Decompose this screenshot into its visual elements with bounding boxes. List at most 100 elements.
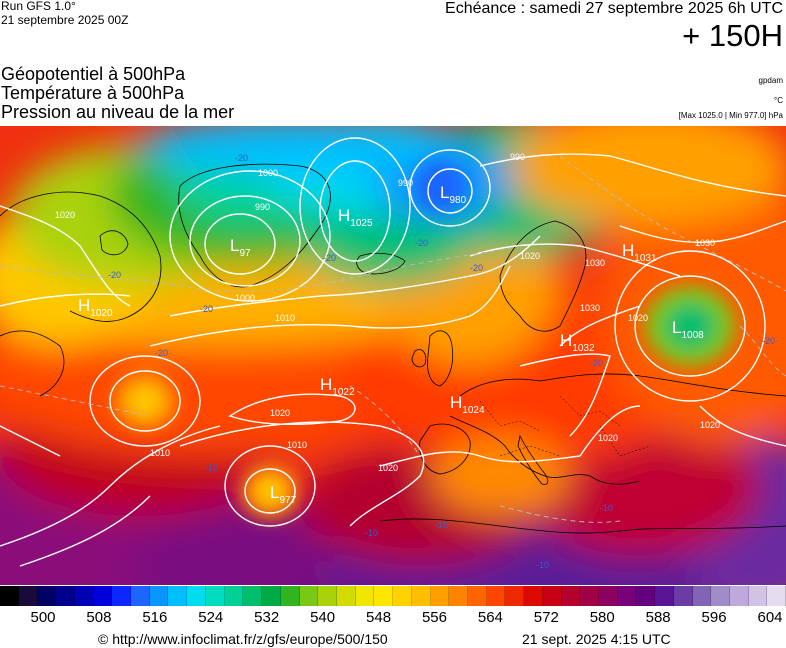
temperature-label: -20 (235, 153, 248, 163)
colorbar-tick-label: 564 (477, 609, 503, 626)
colorbar-tick-label: 524 (198, 609, 224, 626)
colorbar-swatch (131, 586, 150, 606)
temperature-label: -20 (200, 304, 213, 314)
colorbar-tick-label: 516 (142, 609, 168, 626)
pressure-center: L980 (440, 183, 467, 206)
colorbar-swatch (56, 586, 75, 606)
borders (479, 395, 651, 457)
isobar-label: 990 (510, 152, 525, 162)
colorbar-swatch (561, 586, 581, 606)
colorbar-swatch (299, 586, 319, 606)
colorbar-swatch (243, 586, 263, 606)
temperature-label: -10 (205, 463, 218, 473)
generation-date: 21 sept. 2025 4:15 UTC (522, 631, 671, 647)
isobars (0, 137, 786, 567)
colorbar-tick-label: 580 (589, 609, 615, 626)
isobar-label: 1010 (150, 448, 170, 458)
colorbar-swatch (187, 586, 206, 606)
colorbar-swatch (617, 586, 637, 606)
run-date: 21 septembre 2025 00Z (1, 13, 129, 27)
isobar-label: 1000 (258, 168, 278, 178)
isobar-label: 1020 (378, 463, 398, 473)
pressure-center: H1025 (338, 206, 373, 229)
isobar-label: 990 (255, 202, 270, 212)
temperature-labels: -20 -20 -20 -20 -20 -20 -20 -20 -20 -10 … (108, 153, 775, 570)
run-title: Run GFS 1.0° (1, 0, 76, 13)
temperature-label: -20 (762, 336, 775, 346)
colorbar-swatch (355, 586, 375, 606)
colorbar-swatch (393, 586, 412, 606)
pressure-center: L977 (270, 483, 297, 506)
colorbar-swatch (18, 586, 38, 606)
colorbar-swatch (449, 586, 468, 606)
colorbar-swatch (411, 586, 431, 606)
colorbar-swatch (580, 586, 599, 606)
weather-map: H1020 L97 H1025 L980 H1022 L977 H1024 H1… (0, 126, 786, 585)
colorbar-swatch (205, 586, 225, 606)
temperature-label: -10 (600, 503, 613, 513)
isobar-label: 1030 (580, 303, 600, 313)
colorbar-swatch (168, 586, 188, 606)
colorbar-swatch (280, 586, 300, 606)
isobar-labels: 990 990 1000 1000 1010 1010 1010 1020 10… (55, 152, 720, 473)
colorbar-swatch (74, 586, 94, 606)
colorbar-swatch (636, 586, 656, 606)
parameter-pressure: Pression au niveau de la mer (1, 102, 235, 122)
colorbar-swatch (730, 586, 749, 606)
isobar-label: 1020 (700, 420, 720, 430)
isobar-label: 1010 (275, 313, 295, 323)
colorbar-swatch (542, 586, 562, 606)
pressure-center: H1032 (560, 331, 595, 354)
unit-temperature: °C (774, 96, 783, 105)
colorbar-swatch (524, 586, 543, 606)
pressure-center: H1024 (450, 393, 485, 416)
parameter-geopotential: Géopotentiel à 500hPa (1, 64, 186, 84)
temperature-label: -20 (470, 263, 483, 273)
colorbar-swatch (599, 586, 618, 606)
isobar-label: 1020 (520, 251, 540, 261)
isobar-label: 1020 (55, 210, 75, 220)
colorbar-tick-label: 572 (533, 609, 559, 626)
colorbar-swatch (767, 586, 786, 606)
temperature-label: -20 (155, 348, 168, 358)
temperature-label: -20 (108, 270, 121, 280)
isobar-label: 1010 (287, 440, 307, 450)
colorbar-swatch (673, 586, 693, 606)
pressure-center: H1020 (78, 296, 113, 319)
isobar-label: 990 (398, 178, 413, 188)
parameter-temperature: Température à 500hPa (1, 83, 185, 103)
pressure-center: L1008 (672, 318, 704, 341)
colorbar-tick-label: 604 (757, 609, 783, 626)
geopotential-field (0, 126, 786, 585)
temperature-label: -20 (323, 253, 336, 263)
forecast-lead-time: + 150H (682, 18, 783, 53)
colorbar-tick-label: 588 (645, 609, 671, 626)
colorbar-swatch (318, 586, 337, 606)
colorbar-swatch (37, 586, 57, 606)
source-url: © http://www.infoclimat.fr/z/gfs/europe/… (98, 631, 388, 647)
isobar-label: 1000 (235, 293, 255, 303)
pressure-center: H1031 (622, 241, 657, 264)
forecast-valid-time: Echéance : samedi 27 septembre 2025 6h U… (445, 0, 783, 17)
colorbar-tick-label: 540 (310, 609, 336, 626)
colorbar-swatch (149, 586, 169, 606)
colorbar-tick-label: 596 (701, 609, 727, 626)
coastlines (0, 163, 786, 534)
isobar-label: 1030 (695, 238, 715, 248)
colorbar-swatch (93, 586, 113, 606)
isobar-label: 1020 (628, 313, 648, 323)
colorbar-swatch (430, 586, 450, 606)
colorbar-swatch (505, 586, 525, 606)
pressure-center: H1022 (320, 375, 355, 398)
temperature-label: -20 (415, 238, 428, 248)
colorbar-swatch (0, 586, 19, 606)
colorbar-swatch (262, 586, 281, 606)
colorbar-swatch (655, 586, 674, 606)
colorbar-swatch (112, 586, 132, 606)
colorbar-tick-label: 548 (366, 609, 392, 626)
unit-geopotential: gpdam (758, 76, 783, 85)
isotherms (0, 155, 786, 523)
pressure-centers: H1020 L97 H1025 L980 H1022 L977 H1024 H1… (78, 183, 704, 506)
temperature-label: -10 (536, 560, 549, 570)
colorbar-swatch (692, 586, 712, 606)
